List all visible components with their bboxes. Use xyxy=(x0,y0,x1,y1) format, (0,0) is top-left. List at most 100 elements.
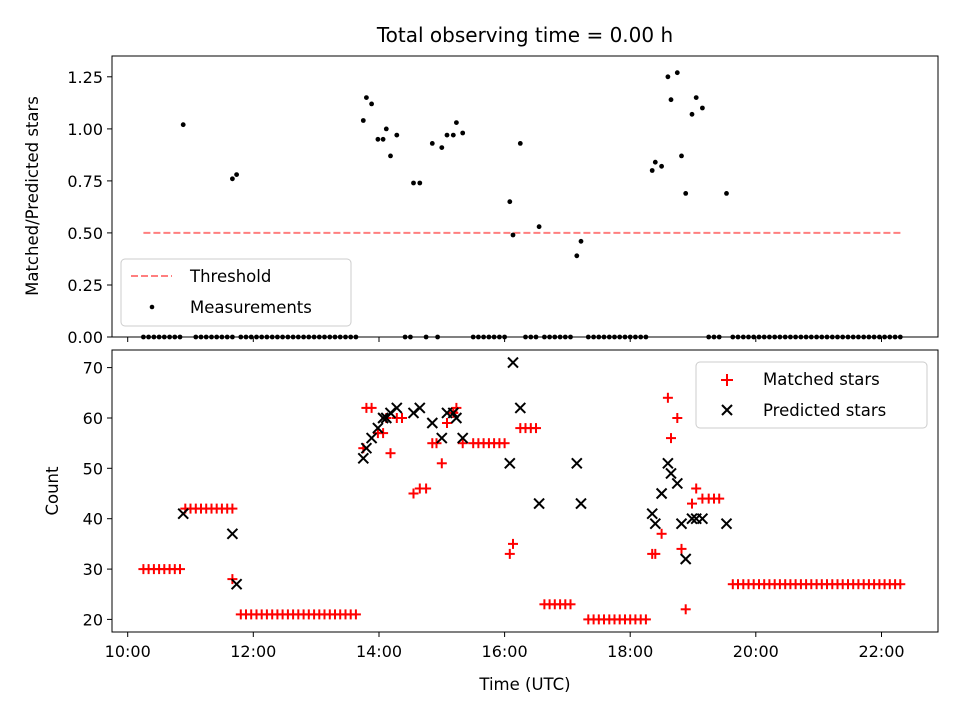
matched-star-point xyxy=(451,402,462,413)
matched-star-point xyxy=(666,433,676,444)
measurement-point xyxy=(507,199,513,205)
matched-star-point xyxy=(508,538,518,549)
predicted-star-point xyxy=(414,402,426,414)
matched-star-point xyxy=(687,498,697,509)
matched-star-point xyxy=(656,528,667,539)
matched-star-point xyxy=(676,543,687,554)
measurement-point xyxy=(454,120,459,125)
legend-matched-label: Matched stars xyxy=(763,370,880,389)
matched-star-point xyxy=(895,579,906,590)
matched-star-point xyxy=(227,503,238,514)
predicted-star-point xyxy=(533,497,545,510)
y-tick-label: 0.50 xyxy=(67,224,103,243)
matched-star-point xyxy=(650,548,661,559)
predicted-star-point xyxy=(671,477,684,490)
measurement-point xyxy=(234,172,240,178)
bottom-panel-frame xyxy=(111,349,939,633)
measurement-point xyxy=(679,153,684,159)
matched-star-point xyxy=(565,599,576,610)
predicted-star-point xyxy=(436,432,448,444)
measurement-point xyxy=(652,159,658,165)
bottom-panel: 20 30 40 50 60 70 10:00 12:00 14:00 16:00 18:00 20… xyxy=(43,349,939,694)
measurement-point xyxy=(460,130,466,136)
top-panel-y-ticks: 0.00 0.25 0.50 0.75 1.00 1.25 xyxy=(67,68,112,347)
top-panel: 0.00 0.25 0.50 0.75 1.00 1.25 Matched/Predict… xyxy=(23,55,939,347)
measurement-point xyxy=(411,180,416,186)
predicted-star-point xyxy=(696,512,709,525)
y-tick-label: 0.75 xyxy=(67,172,103,191)
measurement-point xyxy=(388,153,393,159)
predicted-star-point xyxy=(662,457,674,470)
predicted-star-point xyxy=(447,407,460,419)
measurement-point xyxy=(439,145,445,151)
predicted-star-point xyxy=(504,457,516,470)
legend-threshold-label: Threshold xyxy=(189,267,271,286)
matched-star-point xyxy=(436,458,447,469)
y-tick-label: 50 xyxy=(83,459,103,478)
y-tick-label: 30 xyxy=(83,560,103,579)
predicted-star-point xyxy=(391,402,403,414)
bottom-panel-y-label: Count xyxy=(43,466,62,516)
measurement-point xyxy=(375,136,381,142)
predicted-star-point xyxy=(514,402,527,414)
y-tick-label: 0.25 xyxy=(67,276,103,295)
measurement-point xyxy=(693,95,699,100)
measurement-point xyxy=(394,132,400,138)
matched-star-point xyxy=(408,488,419,499)
y-tick-label: 20 xyxy=(83,610,103,629)
y-tick-label: 1.00 xyxy=(67,120,103,139)
measurement-point xyxy=(230,176,235,182)
matched-star-point xyxy=(431,438,442,449)
predicted-star-point xyxy=(675,517,688,530)
predicted-star-point xyxy=(377,412,389,424)
measurement-point xyxy=(180,122,186,128)
bottom-panel-x-ticks: 10:00 12:00 14:00 16:00 18:00 20:00 22:00 xyxy=(105,632,905,661)
measurement-point xyxy=(517,141,523,146)
matched-star-point xyxy=(531,423,541,434)
bottom-panel-y-ticks: 20 30 40 50 60 70 xyxy=(83,359,112,629)
measurement-point xyxy=(689,111,695,117)
measurement-point xyxy=(450,132,456,138)
legend-measurements-label: Measurements xyxy=(190,298,312,317)
measurement-point xyxy=(536,224,542,230)
predicted-star-point xyxy=(177,507,189,520)
predicted-star-point xyxy=(575,497,587,510)
matched-star-point xyxy=(397,413,407,423)
legend-measurements-swatch xyxy=(149,304,155,310)
measurement-point xyxy=(574,253,580,259)
x-tick-label: 14:00 xyxy=(356,642,402,661)
legend-matched-swatch xyxy=(721,374,733,386)
matched-star-point xyxy=(175,564,185,575)
top-legend-box xyxy=(120,258,352,327)
measurement-point xyxy=(444,132,450,138)
matched-star-point xyxy=(499,438,510,449)
matched-star-point xyxy=(442,418,452,428)
y-tick-label: 1.25 xyxy=(67,68,103,87)
matched-star-point xyxy=(697,493,708,504)
measurement-point xyxy=(417,180,423,186)
predicted-star-point xyxy=(571,457,583,470)
measurement-point xyxy=(360,118,366,123)
predicted-star-point xyxy=(507,356,519,369)
predicted-star-point xyxy=(426,417,439,429)
top-panel-y-label: Matched/Predicted stars xyxy=(23,96,42,296)
top-panel-x-ticks xyxy=(127,337,882,342)
predicted-star-point xyxy=(655,487,668,500)
measurement-point xyxy=(668,97,674,103)
matched-star-point xyxy=(691,483,702,494)
x-tick-label: 22:00 xyxy=(858,642,904,661)
matched-star-point xyxy=(385,448,396,459)
top-panel-legend: Threshold Measurements xyxy=(120,258,352,327)
predicted-star-point xyxy=(456,432,469,444)
measurement-point xyxy=(364,95,369,100)
matched-star-point xyxy=(680,604,691,615)
measurement-point xyxy=(510,232,516,238)
measurement-point xyxy=(674,70,680,76)
x-tick-label: 20:00 xyxy=(733,642,779,661)
matched-star-point xyxy=(350,609,361,620)
legend-predicted-swatch xyxy=(721,404,733,416)
predicted-star-point xyxy=(230,578,243,590)
x-axis-label: Time (UTC) xyxy=(478,675,570,694)
y-tick-label: 70 xyxy=(83,359,103,378)
